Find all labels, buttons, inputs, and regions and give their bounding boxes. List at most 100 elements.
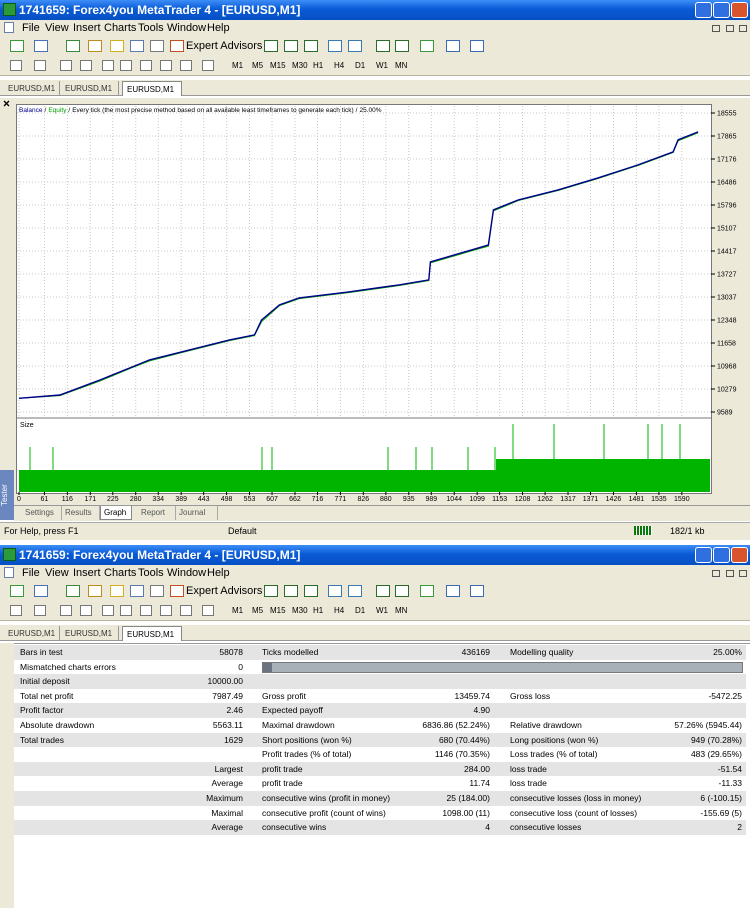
timeframe-button[interactable]: M15	[270, 61, 286, 70]
mdi-button[interactable]	[726, 570, 734, 577]
timeframe-button[interactable]: MN	[395, 606, 408, 615]
menu-item[interactable]: View	[45, 22, 69, 34]
toolbar-button[interactable]	[180, 605, 192, 616]
toolbar-button[interactable]	[150, 585, 164, 597]
toolbar-button[interactable]	[66, 40, 80, 52]
window-button[interactable]	[713, 2, 730, 18]
mdi-button[interactable]	[726, 25, 734, 32]
timeframe-button[interactable]: H4	[334, 61, 345, 70]
chart-tab[interactable]: EURUSD,M1	[61, 626, 119, 641]
chart-tab[interactable]: EURUSD,M1	[122, 81, 182, 96]
tester-tab[interactable]: Settings	[22, 506, 62, 520]
toolbar-button[interactable]	[10, 40, 24, 52]
timeframe-button[interactable]: D1	[355, 61, 366, 70]
expert-advisors-button[interactable]: Expert Advisors	[186, 585, 263, 597]
mdi-button[interactable]	[739, 25, 747, 32]
toolbar-button[interactable]	[140, 60, 152, 71]
toolbar-button[interactable]	[34, 605, 46, 616]
toolbar-button[interactable]	[180, 60, 192, 71]
tester-tab[interactable]: Graph	[100, 506, 132, 520]
toolbar-button[interactable]	[60, 605, 72, 616]
toolbar-button[interactable]	[10, 585, 24, 597]
toolbar-button[interactable]	[376, 40, 390, 52]
timeframe-button[interactable]: H4	[334, 606, 345, 615]
toolbar-button[interactable]	[60, 60, 72, 71]
toolbar-button[interactable]	[88, 585, 102, 597]
tester-tab[interactable]: Journal	[176, 506, 218, 520]
toolbar-button[interactable]	[130, 585, 144, 597]
chart-tab[interactable]: EURUSD,M1	[4, 81, 60, 96]
menu-item[interactable]: Tools	[138, 567, 164, 579]
menu-item[interactable]: Window	[167, 567, 207, 579]
timeframe-button[interactable]: M30	[292, 61, 308, 70]
toolbar-button[interactable]	[88, 40, 102, 52]
menu-item[interactable]: Insert	[73, 22, 101, 34]
menu-item[interactable]: Help	[207, 567, 230, 579]
toolbar-button[interactable]	[34, 585, 48, 597]
menu-item[interactable]: Help	[207, 22, 230, 34]
timeframe-button[interactable]: W1	[376, 606, 388, 615]
window-button[interactable]	[695, 2, 712, 18]
menu-item[interactable]: Insert	[73, 567, 101, 579]
timeframe-button[interactable]: H1	[313, 61, 324, 70]
toolbar-button[interactable]	[150, 40, 164, 52]
toolbar-button[interactable]	[420, 40, 434, 52]
toolbar-button[interactable]	[446, 585, 460, 597]
menu-item[interactable]: Tools	[138, 22, 164, 34]
menu-item[interactable]: Charts	[104, 567, 137, 579]
timeframe-button[interactable]: M1	[232, 606, 244, 615]
toolbar-button[interactable]	[34, 60, 46, 71]
toolbar-button[interactable]	[202, 60, 214, 71]
toolbar-button[interactable]	[120, 605, 132, 616]
timeframe-button[interactable]: MN	[395, 61, 408, 70]
toolbar-button[interactable]	[420, 585, 434, 597]
toolbar-button[interactable]	[284, 585, 298, 597]
toolbar-button[interactable]	[264, 585, 278, 597]
timeframe-button[interactable]: M1	[232, 61, 244, 70]
mdi-button[interactable]	[712, 570, 720, 577]
toolbar-button[interactable]	[304, 40, 318, 52]
mdi-button[interactable]	[739, 570, 747, 577]
toolbar-button[interactable]	[80, 60, 92, 71]
menu-item[interactable]: Charts	[104, 22, 137, 34]
toolbar-button[interactable]	[66, 585, 80, 597]
tester-tab[interactable]: Results	[62, 506, 100, 520]
timeframe-button[interactable]: H1	[313, 606, 324, 615]
toolbar-button[interactable]	[446, 40, 460, 52]
menu-item[interactable]: Window	[167, 22, 207, 34]
window-button[interactable]	[713, 547, 730, 563]
toolbar-button[interactable]	[348, 40, 362, 52]
toolbar-button[interactable]	[264, 40, 278, 52]
toolbar-button[interactable]	[160, 605, 172, 616]
window-button[interactable]	[695, 547, 712, 563]
toolbar-button[interactable]	[328, 585, 342, 597]
toolbar-button[interactable]	[328, 40, 342, 52]
toolbar-button[interactable]	[130, 40, 144, 52]
timeframe-button[interactable]: D1	[355, 606, 366, 615]
menu-item[interactable]: View	[45, 567, 69, 579]
toolbar-button[interactable]	[140, 605, 152, 616]
toolbar-button[interactable]	[10, 60, 22, 71]
toolbar-button[interactable]	[102, 605, 114, 616]
window-button[interactable]	[731, 2, 748, 18]
tester-tab[interactable]: Report	[138, 506, 176, 520]
menu-item[interactable]: File	[22, 567, 40, 579]
toolbar-button[interactable]	[376, 585, 390, 597]
toolbar-button[interactable]	[170, 40, 184, 52]
toolbar-button[interactable]	[110, 585, 124, 597]
timeframe-button[interactable]: W1	[376, 61, 388, 70]
toolbar-button[interactable]	[470, 40, 484, 52]
toolbar-button[interactable]	[284, 40, 298, 52]
timeframe-button[interactable]: M5	[252, 61, 264, 70]
toolbar-button[interactable]	[202, 605, 214, 616]
menu-item[interactable]: File	[22, 22, 40, 34]
toolbar-button[interactable]	[10, 605, 22, 616]
toolbar-button[interactable]	[80, 605, 92, 616]
toolbar-button[interactable]	[470, 585, 484, 597]
timeframe-button[interactable]: M30	[292, 606, 308, 615]
expert-advisors-button[interactable]: Expert Advisors	[186, 40, 263, 52]
chart-tab[interactable]: EURUSD,M1	[4, 626, 60, 641]
toolbar-button[interactable]	[304, 585, 318, 597]
timeframe-button[interactable]: M15	[270, 606, 286, 615]
toolbar-button[interactable]	[160, 60, 172, 71]
